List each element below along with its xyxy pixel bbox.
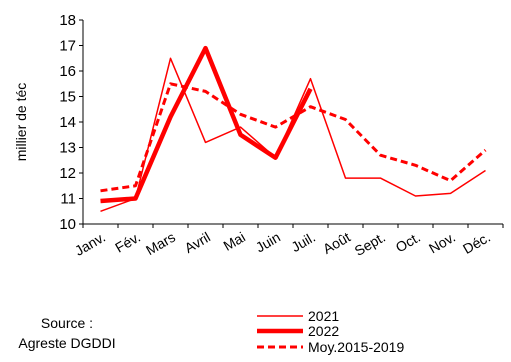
y-tick-label: 10 xyxy=(59,216,76,233)
y-tick-label: 13 xyxy=(59,140,76,157)
y-tick-label: 16 xyxy=(59,63,76,80)
y-tick-label: 15 xyxy=(59,89,76,106)
legend-label: Moy.2015-2019 xyxy=(308,339,404,355)
x-tick-label: Mai xyxy=(220,229,248,254)
y-tick-label: 18 xyxy=(59,12,76,29)
source-note: Source : Agreste DGDDI xyxy=(2,313,132,353)
legend-label: 2022 xyxy=(308,323,339,339)
x-tick-label: Mars xyxy=(143,229,178,258)
y-tick-label: 11 xyxy=(60,191,76,208)
x-tick-label: Oct. xyxy=(393,229,423,256)
series-line-2021 xyxy=(100,57,486,213)
x-tick-label: Nov. xyxy=(426,229,458,257)
y-tick-label: 17 xyxy=(59,38,76,55)
y-tick-label: 14 xyxy=(59,114,76,131)
x-tick-label: Avril xyxy=(182,229,213,256)
x-tick-label: Juil. xyxy=(288,229,318,255)
x-tick-label: Déc. xyxy=(460,229,493,257)
y-axis-label: millier de téc xyxy=(13,83,29,162)
x-tick-label: Juin xyxy=(253,229,283,256)
source-label: Source : xyxy=(40,315,94,331)
x-tick-label: Sept. xyxy=(352,229,388,259)
series-line-moy-2015-2019 xyxy=(100,82,487,193)
y-tick-label: 12 xyxy=(59,165,76,182)
x-tick-label: Fév. xyxy=(112,229,143,256)
chart-series xyxy=(100,45,487,213)
series-line-2022 xyxy=(100,45,313,204)
x-tick-label: Août xyxy=(320,229,353,257)
x-tick-label: Janv. xyxy=(72,229,108,259)
legend-label: 2021 xyxy=(308,308,339,324)
source-name: Agreste DGDDI xyxy=(18,335,116,351)
